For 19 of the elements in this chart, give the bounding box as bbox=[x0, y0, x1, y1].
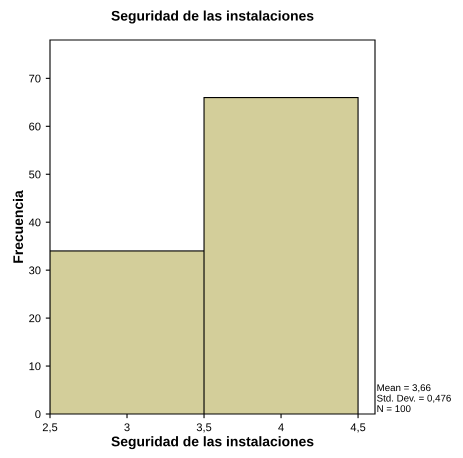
y-tick-label: 50 bbox=[29, 170, 41, 178]
y-tick-label: 0 bbox=[35, 410, 41, 418]
text: N = 100 bbox=[377, 405, 411, 412]
chart-title: Seguridad de las instalaciones bbox=[111, 10, 314, 24]
text: Std. Dev. = 0,476 bbox=[377, 394, 451, 403]
x-tick-label: 2,5 bbox=[42, 423, 58, 432]
x-axis-title: Seguridad de las instalaciones bbox=[111, 436, 314, 450]
text: Mean = 3,66 bbox=[377, 384, 431, 392]
y-tick-label: 10 bbox=[29, 362, 41, 370]
y-axis-title: Frecuencia bbox=[12, 190, 24, 263]
y-tick-label: 30 bbox=[29, 266, 41, 274]
x-tick-label: 4,5 bbox=[350, 423, 366, 432]
y-tick-label: 70 bbox=[29, 74, 41, 82]
y-tick-label: 60 bbox=[29, 122, 41, 130]
y-tick-label: 40 bbox=[28, 218, 41, 226]
x-tick-label: 3 bbox=[124, 423, 130, 432]
x-tick-label: 3,5 bbox=[196, 423, 212, 432]
x-tick-label: 4 bbox=[278, 423, 284, 432]
y-tick-label: 20 bbox=[29, 314, 41, 322]
